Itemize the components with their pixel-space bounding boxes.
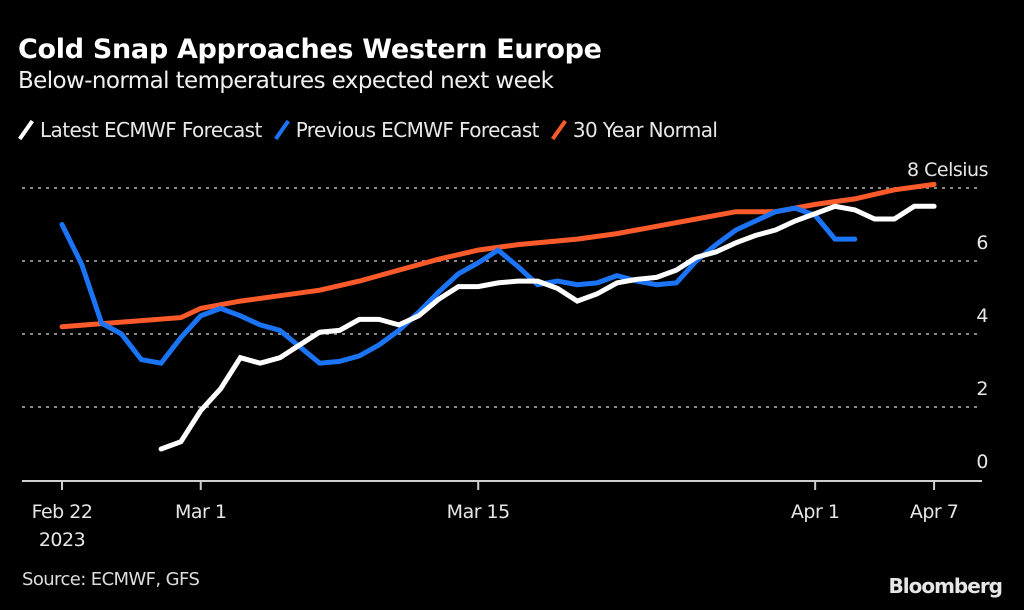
chart-title: Cold Snap Approaches Western Europe <box>18 34 602 65</box>
gridlines <box>22 187 982 408</box>
x-tick-label: Mar 15 <box>447 501 510 523</box>
legend-item-previous: Previous ECMWF Forecast <box>274 118 540 142</box>
legend-label-normal: 30 Year Normal <box>572 118 718 142</box>
y-tick-label: 4 <box>976 305 988 327</box>
series-line-previous-ecmwf-forecast <box>59 205 858 366</box>
bloomberg-logo: Bloomberg <box>888 574 1003 598</box>
legend-item-latest: Latest ECMWF Forecast <box>18 118 262 142</box>
y-tick-label: 2 <box>976 378 988 400</box>
legend-label-latest: Latest ECMWF Forecast <box>40 118 262 142</box>
y-axis: 8 Celsius 6 4 2 0 <box>907 159 989 473</box>
x-axis: Feb 22 2023 Mar 1 Mar 15 Apr 1 Apr 7 <box>22 480 982 551</box>
y-tick-label: 0 <box>976 451 988 473</box>
source-note: Source: ECMWF, GFS <box>22 569 200 590</box>
x-tick-label: Apr 7 <box>910 501 959 523</box>
y-tick-label: 6 <box>976 232 988 254</box>
series-line-latest-ecmwf-forecast <box>158 203 937 452</box>
x-tick-sublabel: 2023 <box>39 529 85 551</box>
y-tick-label: 8 Celsius <box>907 159 988 181</box>
x-tick-label: Feb 22 <box>32 501 93 523</box>
x-tick-label: Apr 1 <box>791 501 840 523</box>
legend-label-previous: Previous ECMWF Forecast <box>295 118 540 142</box>
series-lines <box>59 181 937 452</box>
x-tick-label: Mar 1 <box>175 501 226 523</box>
chart-subtitle: Below-normal temperatures expected next … <box>18 68 554 94</box>
legend: Latest ECMWF Forecast Previous ECMWF For… <box>18 118 729 142</box>
series-line-30-year-normal <box>59 181 937 330</box>
legend-item-normal: 30 Year Normal <box>551 118 718 142</box>
